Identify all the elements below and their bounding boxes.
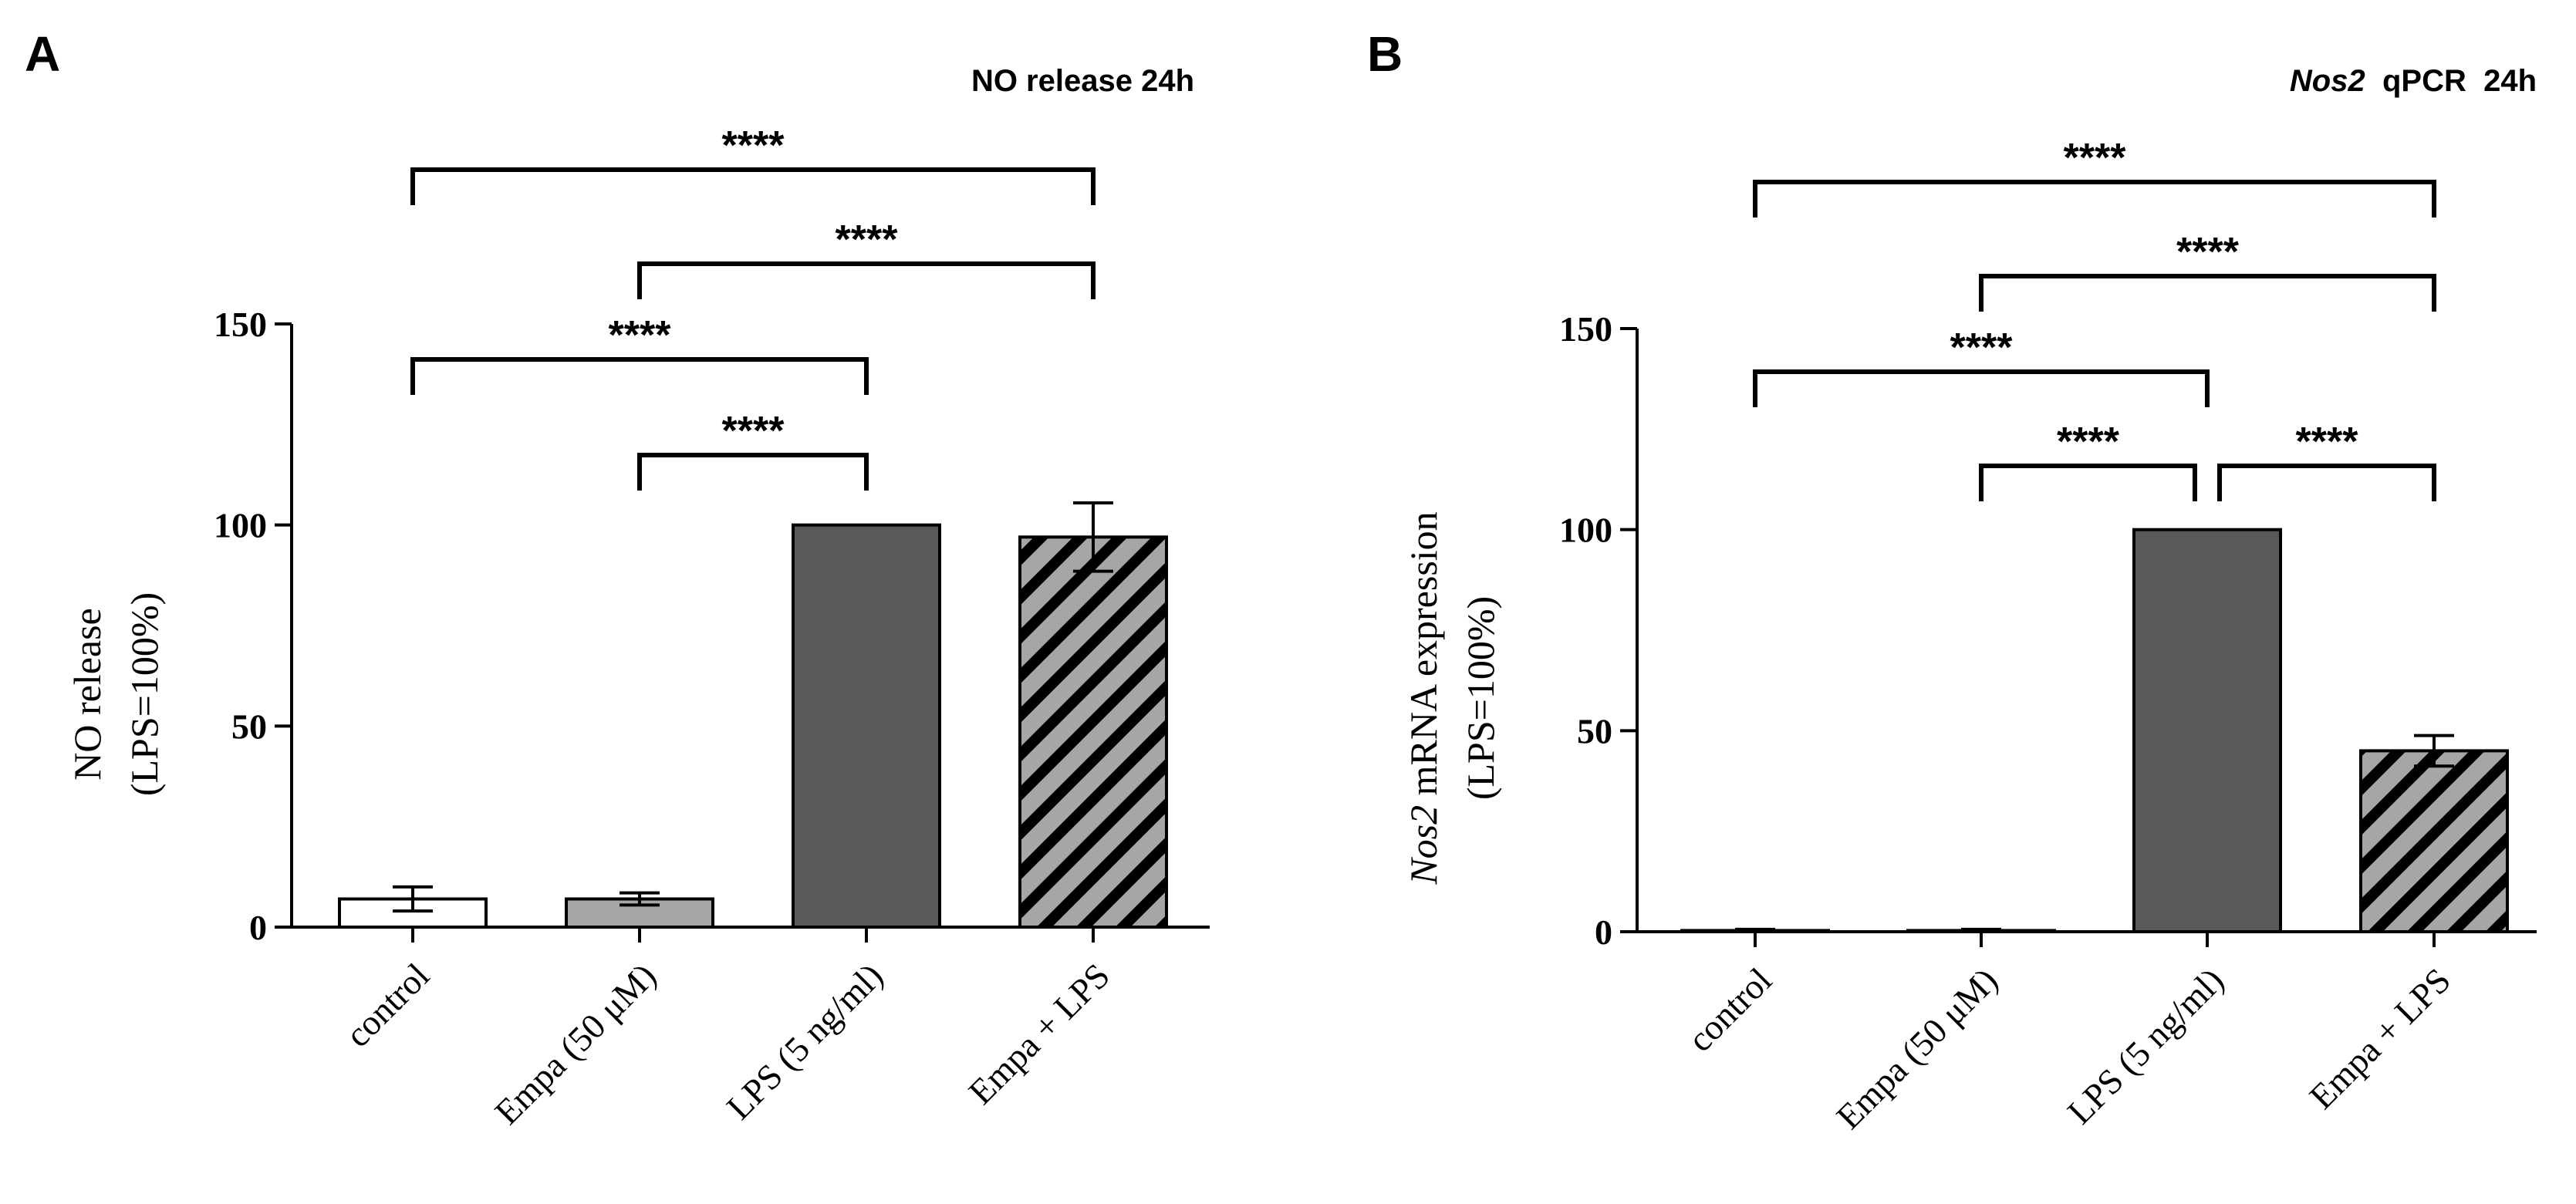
panel-b-category-label-1: control bbox=[1680, 960, 1779, 1059]
panel-b-ylabel-line1: Nos2 mRNA expression bbox=[1402, 511, 1445, 885]
panel-a-errorbar-4 bbox=[1073, 501, 1113, 573]
panel-b-sig-bracket-2 bbox=[1979, 274, 2436, 312]
panel-a-category-label-4: Empa + LPS bbox=[961, 956, 1117, 1112]
panel-b-sig-label-5: **** bbox=[2296, 420, 2359, 464]
panel-a-sig-label-4: **** bbox=[722, 409, 785, 454]
panel-a-sig-label-1: **** bbox=[722, 123, 785, 168]
panel-a-sig-bracket-1 bbox=[410, 167, 1096, 205]
panel-b-category-label-3: LPS (5 ng/ml) bbox=[2060, 960, 2231, 1131]
panel-a-ytick-label-150: 150 bbox=[214, 305, 267, 344]
panel-a-category-label-2: Empa (50 μM) bbox=[487, 956, 663, 1132]
panel-b-title: Nos2 qPCR 24h bbox=[2290, 64, 2537, 98]
panel-a-ytick-label-0: 0 bbox=[249, 908, 267, 947]
panel-b-title-rest: qPCR 24h bbox=[2365, 64, 2537, 98]
panel-b-sig-bracket-5 bbox=[2217, 464, 2436, 501]
panel-a-sig-bracket-2 bbox=[637, 261, 1096, 299]
panel-a-title: NO release 24h bbox=[971, 64, 1194, 98]
panel-b-ytick-label-150: 150 bbox=[1559, 309, 1612, 349]
panel-a-errorbar-2 bbox=[620, 891, 660, 907]
panel-a-bar-4 bbox=[1018, 535, 1168, 929]
panel-a-sig-bracket-4 bbox=[637, 453, 869, 491]
panel-a-category-label-3: LPS (5 ng/ml) bbox=[719, 956, 890, 1127]
panel-b-ytick-label-100: 100 bbox=[1559, 511, 1612, 550]
panel-a-bar-3 bbox=[792, 523, 941, 929]
panel-b-ylabel-line2: (LPS=100%) bbox=[1459, 596, 1502, 800]
panel-b-sig-label-3: **** bbox=[1950, 325, 2014, 370]
panel-b-sig-bracket-1 bbox=[1753, 180, 2436, 218]
panel-b-chart: 0 50 100 150 control Empa (50 μM) LPS (5 ng/ml… bbox=[1559, 136, 2537, 1137]
panel-b-sig-label-1: **** bbox=[2064, 136, 2127, 180]
panel-b-errorbar-4 bbox=[2414, 734, 2454, 768]
panel-b-sig-label-4: **** bbox=[2057, 420, 2120, 464]
panel-b-category-label-2: Empa (50 μM) bbox=[1828, 960, 2005, 1137]
panel-b-letter: B bbox=[1367, 26, 1403, 82]
panel-a-ylabel-line1: NO release bbox=[66, 608, 109, 781]
panel-a-sig-label-2: **** bbox=[836, 218, 899, 262]
panel-a-ytick-label-50: 50 bbox=[231, 707, 267, 746]
panel-b-ylabel-rest: mRNA expression bbox=[1402, 511, 1445, 805]
panel-a-errorbar-1 bbox=[393, 885, 433, 913]
panel-b-ytick-label-0: 0 bbox=[1595, 912, 1612, 952]
panel-a-ytick-label-100: 100 bbox=[214, 506, 267, 545]
panel-a-sig-label-3: **** bbox=[609, 313, 672, 358]
panel-b-category-label-4: Empa + LPS bbox=[2301, 960, 2458, 1117]
panel-b-ylabel-gene: Nos2 bbox=[1402, 805, 1445, 885]
panel-b-ytick-label-50: 50 bbox=[1577, 711, 1612, 750]
panel-b-bar-4 bbox=[2359, 749, 2509, 934]
panel-b-sig-label-2: **** bbox=[2176, 230, 2240, 275]
panel-b-title-gene: Nos2 bbox=[2290, 64, 2365, 98]
panel-b-sig-bracket-3 bbox=[1753, 369, 2210, 407]
panel-b-sig-bracket-4 bbox=[1979, 464, 2197, 501]
panel-a-letter: A bbox=[25, 26, 60, 82]
panel-a-sig-bracket-3 bbox=[410, 357, 869, 395]
panel-a-chart: 0 50 100 150 control Empa (50 μM) LPS (5 ng/ml… bbox=[214, 123, 1210, 1132]
panel-a-category-label-1: control bbox=[338, 956, 437, 1054]
panel-a-ylabel-line2: (LPS=100%) bbox=[123, 592, 166, 796]
panel-b-bar-3 bbox=[2132, 528, 2282, 933]
